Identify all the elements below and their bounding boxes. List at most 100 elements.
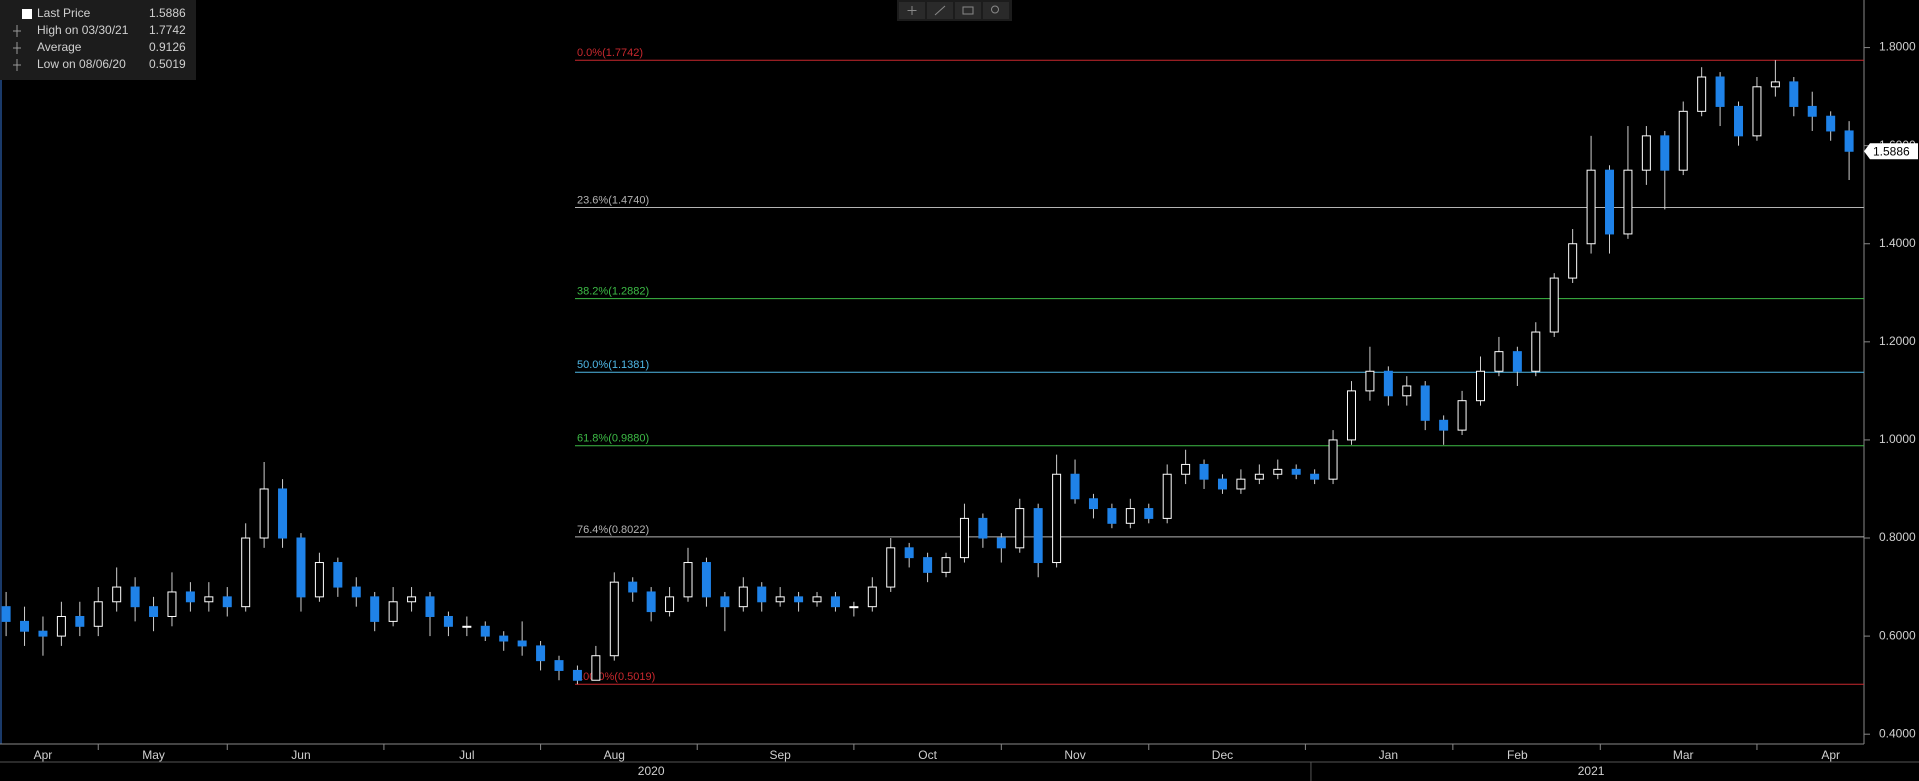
candle-body bbox=[1346, 390, 1356, 441]
candle-body bbox=[1807, 105, 1817, 117]
y-tick-label: 0.6000 bbox=[1879, 628, 1916, 642]
candle-body bbox=[701, 562, 711, 598]
candle-body bbox=[222, 596, 232, 608]
candle-body bbox=[1549, 277, 1559, 333]
candle-body bbox=[370, 596, 380, 622]
tool-zoom[interactable] bbox=[983, 2, 1009, 19]
candle-body bbox=[333, 562, 343, 588]
candle-body bbox=[1641, 135, 1651, 171]
y-tick-label: 1.0000 bbox=[1879, 432, 1916, 446]
legend-bg bbox=[0, 0, 196, 80]
candle-body bbox=[517, 640, 527, 647]
candle-body bbox=[185, 591, 195, 603]
candle-body bbox=[56, 615, 66, 637]
candle-body bbox=[462, 625, 472, 628]
candle-body bbox=[757, 586, 767, 603]
legend-label: Average bbox=[37, 40, 82, 54]
candle-body bbox=[75, 615, 85, 627]
candle-body bbox=[1310, 473, 1320, 480]
x-tick-label: Nov bbox=[1064, 748, 1085, 762]
candle-body bbox=[1476, 370, 1485, 402]
legend: Last Price 1.5886 High on 03/30/21 1.7742 Av… bbox=[0, 0, 196, 80]
candle-body bbox=[978, 517, 988, 539]
legend-label: High on 03/30/21 bbox=[37, 23, 129, 37]
candle-body bbox=[1236, 478, 1246, 490]
icon bbox=[962, 6, 974, 15]
legend-glyph bbox=[13, 25, 21, 37]
candle-body bbox=[1088, 498, 1098, 510]
legend-value: 1.5886 bbox=[149, 6, 186, 20]
candle-body bbox=[812, 596, 822, 603]
legend-label: Last Price bbox=[37, 6, 91, 20]
candle-body bbox=[1144, 508, 1154, 519]
candle-body bbox=[720, 596, 730, 608]
candle-body bbox=[1789, 81, 1799, 107]
candle-body bbox=[1734, 105, 1744, 137]
candle-body bbox=[149, 606, 159, 617]
candle-body bbox=[1, 606, 11, 622]
y-tick-label: 1.4000 bbox=[1879, 236, 1916, 250]
x-tick-label: Apr bbox=[1821, 748, 1840, 762]
candle-body bbox=[849, 606, 859, 609]
candle-body bbox=[1107, 508, 1117, 524]
candle-body bbox=[923, 557, 933, 573]
candle-body bbox=[93, 601, 103, 627]
legend-value: 1.7742 bbox=[149, 23, 186, 37]
candle-body bbox=[1254, 473, 1264, 480]
candle-body bbox=[1181, 463, 1191, 475]
x-tick-label: May bbox=[142, 748, 165, 762]
candle-body bbox=[130, 586, 140, 608]
candle-body bbox=[443, 615, 453, 627]
level-label: 0.0%(1.7742) bbox=[577, 47, 643, 59]
candle-body bbox=[1826, 115, 1836, 132]
candle-body bbox=[1033, 508, 1043, 564]
last-price-tag bbox=[1864, 143, 1918, 160]
candle-body bbox=[1844, 130, 1854, 152]
candle-body bbox=[1623, 169, 1633, 235]
legend-value: 0.9126 bbox=[149, 40, 186, 54]
candle-body bbox=[1605, 169, 1615, 235]
icon bbox=[907, 6, 917, 15]
candle-body bbox=[1678, 110, 1688, 171]
level-label: 61.8%(0.9880) bbox=[577, 433, 649, 445]
candle-body bbox=[1125, 508, 1135, 524]
candle-body bbox=[1439, 419, 1449, 431]
candle-body bbox=[388, 601, 398, 622]
candle-body bbox=[959, 517, 969, 559]
candle-body bbox=[1531, 331, 1541, 372]
candle-body bbox=[738, 586, 748, 608]
candle-body bbox=[499, 635, 509, 642]
legend-glyph bbox=[13, 42, 21, 54]
candle-body bbox=[1402, 385, 1412, 397]
candle-body bbox=[572, 669, 582, 681]
x-tick-label: Feb bbox=[1507, 748, 1528, 762]
y-tick-label: 0.4000 bbox=[1879, 726, 1916, 740]
candle-body bbox=[886, 547, 896, 588]
candle-body bbox=[1494, 351, 1504, 372]
candle-body bbox=[1512, 351, 1522, 372]
candle-body bbox=[996, 537, 1006, 549]
candle-body bbox=[1291, 468, 1301, 475]
candle-body bbox=[1715, 76, 1725, 107]
candle-body bbox=[1273, 468, 1283, 475]
candle-body bbox=[1162, 473, 1172, 519]
icon bbox=[991, 5, 999, 14]
legend-glyph bbox=[13, 59, 21, 71]
candle-body bbox=[1586, 169, 1596, 245]
x-tick-label: Jul bbox=[459, 748, 474, 762]
candle-body bbox=[941, 557, 951, 573]
last-price-label: 1.5886 bbox=[1873, 144, 1910, 158]
candle-body bbox=[683, 562, 693, 598]
candle-body bbox=[38, 630, 48, 637]
candle-body bbox=[628, 581, 638, 593]
candle-body bbox=[1457, 400, 1467, 431]
legend-value: 0.5019 bbox=[149, 57, 186, 71]
candle-body bbox=[591, 655, 601, 681]
x-tick-label: Mar bbox=[1673, 748, 1694, 762]
candle-body bbox=[1752, 86, 1762, 137]
tool-table[interactable] bbox=[955, 2, 981, 19]
legend-swatch bbox=[22, 9, 32, 19]
